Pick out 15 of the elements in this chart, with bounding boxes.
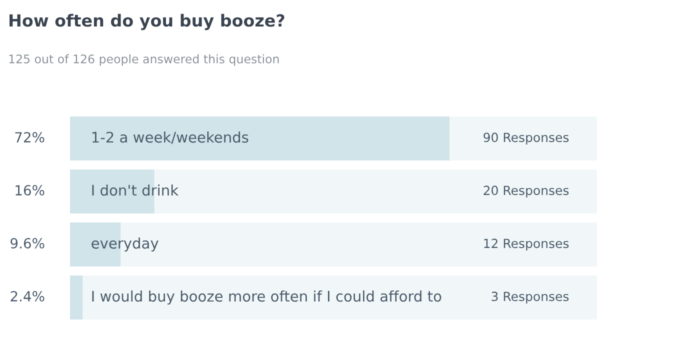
data-label: 72% (15, 132, 44, 143)
bar (70, 276, 83, 320)
y-tick-label: I would buy booze more often if I could afford to (92, 290, 442, 305)
y-tick-label: everyday (92, 237, 158, 252)
y-tick-label: 1-2 a week/weekends (92, 131, 248, 144)
y-tick-label: I don't drink (92, 184, 179, 196)
data-label: 2.4% (10, 291, 44, 302)
chart-title: How often do you buy booze? (10, 14, 284, 30)
annotation: 20 Responses (484, 186, 569, 198)
chart-subtitle: 125 out of 126 people answered this question (9, 54, 279, 66)
data-label: 9.6% (10, 238, 44, 249)
data-label: 16% (16, 185, 44, 196)
annotation: 3 Responses (492, 292, 569, 304)
annotation: 12 Responses (484, 238, 569, 251)
annotation: 90 Responses (484, 132, 569, 145)
